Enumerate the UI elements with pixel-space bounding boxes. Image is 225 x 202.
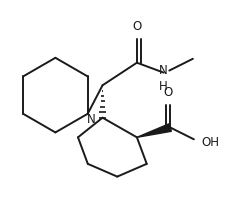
- Text: H: H: [159, 80, 168, 93]
- Text: O: O: [164, 86, 173, 99]
- Polygon shape: [137, 124, 171, 137]
- Text: OH: OH: [202, 136, 220, 149]
- Text: N: N: [87, 113, 96, 126]
- Text: N: N: [159, 64, 168, 77]
- Text: O: O: [132, 20, 142, 33]
